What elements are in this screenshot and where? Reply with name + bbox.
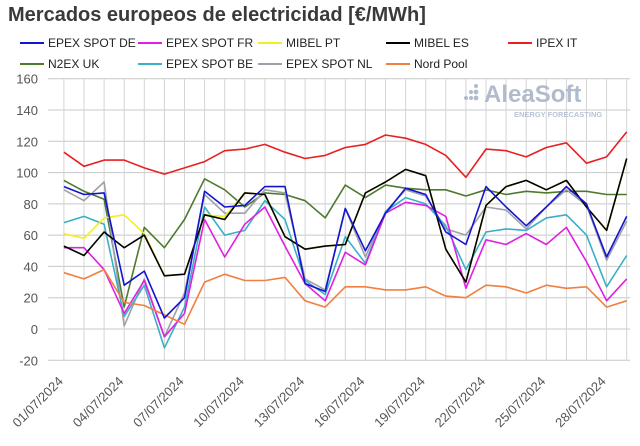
legend-item: EPEX SPOT DE (20, 36, 136, 50)
legend-label: MIBEL ES (414, 36, 469, 50)
y-tick-label: 120 (16, 134, 38, 149)
series-line-mibel-es (63, 158, 628, 283)
y-tick-label: 60 (24, 228, 38, 243)
y-tick-label: 20 (24, 291, 38, 306)
x-tick-label: 28/07/2024 (552, 374, 609, 431)
x-tick-label: 01/07/2024 (9, 374, 66, 431)
logo-tagline: ENERGY FORECASTING (514, 110, 602, 119)
y-tick-label: 80 (24, 197, 38, 212)
x-tick-label: 07/07/2024 (130, 374, 187, 431)
legend-item: MIBEL PT (258, 36, 341, 50)
legend-label: EPEX SPOT FR (166, 36, 253, 50)
y-tick-label: 140 (16, 103, 38, 118)
legend-label: Nord Pool (414, 57, 467, 71)
series-line-epex-spot-de (63, 185, 628, 319)
y-tick-label: 160 (16, 72, 38, 87)
legend-item: Nord Pool (386, 57, 467, 71)
legend-item: EPEX SPOT NL (258, 57, 373, 71)
chart-title: Mercados europeos de electricidad [€/MWh… (8, 4, 426, 26)
logo-brand: AleaSoft (484, 81, 581, 108)
x-tick-label: 04/07/2024 (70, 374, 127, 431)
x-tick-label: 10/07/2024 (190, 374, 247, 431)
x-axis-ticks: 01/07/2024 04/07/2024 07/07/2024 10/07/2024… (9, 374, 608, 431)
x-tick-label: 16/07/2024 (311, 374, 368, 431)
series-line-epex-spot-be (63, 196, 628, 349)
y-tick-label: 100 (16, 166, 38, 181)
y-tick-label: 0 (31, 322, 38, 337)
y-axis-ticks: -20 0 20 40 60 80 100 120 140 160 (16, 72, 38, 369)
legend-label: IPEX IT (536, 36, 578, 50)
series-line-ipex-it (63, 131, 628, 179)
x-tick-label: 25/07/2024 (492, 374, 549, 431)
legend-label: EPEX SPOT NL (286, 57, 373, 71)
legend-label: EPEX SPOT DE (48, 36, 136, 50)
aleasoft-logo: AleaSoft ENERGY FORECASTING (464, 81, 602, 119)
legend-item: N2EX UK (20, 57, 99, 71)
legend-label: MIBEL PT (286, 36, 341, 50)
x-tick-label: 22/07/2024 (431, 374, 488, 431)
series-line-epex-spot-fr (63, 201, 628, 338)
y-tick-label: 40 (24, 259, 38, 274)
legend-item: EPEX SPOT FR (138, 36, 253, 50)
legend-label: N2EX UK (48, 57, 99, 71)
legend-label: EPEX SPOT BE (166, 57, 253, 71)
series-line-nord-pool (63, 268, 627, 326)
series-line-n2ex-uk (63, 178, 627, 308)
x-tick-label: 13/07/2024 (251, 374, 308, 431)
legend: EPEX SPOT DE EPEX SPOT FR MIBEL PT MIBEL ES… (20, 36, 578, 71)
series-lines (63, 131, 628, 349)
legend-item: IPEX IT (508, 36, 578, 50)
legend-item: EPEX SPOT BE (138, 57, 253, 71)
legend-item: MIBEL ES (386, 36, 469, 50)
y-tick-label: -20 (19, 353, 38, 368)
x-tick-label: 19/07/2024 (371, 374, 428, 431)
